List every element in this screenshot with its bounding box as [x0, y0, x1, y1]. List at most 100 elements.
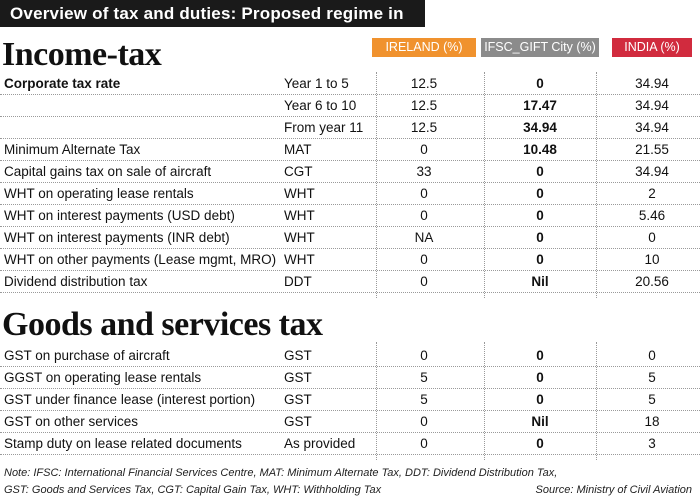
cell-ifsc: 0 — [536, 208, 544, 223]
footnote-line-1: Note: IFSC: International Financial Serv… — [4, 467, 558, 479]
gst-heading: Goods and services tax — [2, 306, 323, 343]
row-label: GST on purchase of aircraft — [4, 348, 170, 363]
page-title: Overview of tax and duties: Proposed reg… — [0, 0, 425, 50]
cell-ireland: 0 — [420, 208, 428, 223]
cell-india: 0 — [648, 230, 656, 245]
row-code: From year 11 — [284, 120, 364, 135]
row-label: GST under finance lease (interest portio… — [4, 392, 256, 407]
table-row: Year 6 to 10 12.5 17.47 34.94 — [0, 95, 700, 117]
cell-ireland: 12.5 — [410, 98, 438, 113]
table-row: GGST on operating lease rentals GST 5 0 5 — [0, 367, 700, 389]
row-code: WHT — [284, 208, 315, 223]
cell-india: 3 — [648, 436, 656, 451]
cell-india: 5 — [648, 392, 656, 407]
row-code: As provided — [284, 436, 356, 451]
cell-ireland: 5 — [420, 370, 428, 385]
table-row: GST on other services GST 0 Nil 18 — [0, 411, 700, 433]
cell-india: 34.94 — [635, 98, 669, 113]
row-label: GST on other services — [4, 414, 139, 429]
cell-india: 5.46 — [638, 208, 666, 223]
column-header-ifsc: IFSC_GIFT City (%) — [481, 38, 599, 57]
cell-india: 34.94 — [635, 76, 669, 91]
cell-india: 34.94 — [635, 164, 669, 179]
cell-ifsc: 0 — [536, 436, 544, 451]
column-divider — [376, 72, 377, 298]
column-divider — [596, 342, 597, 460]
footnote-line-2: GST: Goods and Services Tax, CGT: Capita… — [4, 484, 382, 496]
row-code: DDT — [284, 274, 312, 289]
cell-ireland: 0 — [420, 186, 428, 201]
table-row: GST on purchase of aircraft GST 0 0 0 — [0, 345, 700, 367]
cell-india: 18 — [644, 414, 660, 429]
row-code: WHT — [284, 186, 315, 201]
cell-ireland: 0 — [420, 436, 428, 451]
cell-ifsc: 0 — [536, 392, 544, 407]
row-code: Year 1 to 5 — [284, 76, 349, 91]
cell-ireland: 0 — [420, 142, 428, 157]
table-row: From year 11 12.5 34.94 34.94 — [0, 117, 700, 139]
cell-india: 2 — [648, 186, 656, 201]
cell-ifsc: 10.48 — [523, 142, 557, 157]
row-code: GST — [284, 370, 312, 385]
column-divider — [484, 342, 485, 460]
row-label: Minimum Alternate Tax — [4, 142, 141, 157]
table-row: Corporate tax rate Year 1 to 5 12.5 0 34.94 — [0, 73, 700, 95]
cell-ifsc: 0 — [536, 230, 544, 245]
cell-ifsc: Nil — [531, 274, 549, 289]
table-row: WHT on interest payments (USD debt) WHT 0 0… — [0, 205, 700, 227]
row-label: Dividend distribution tax — [4, 274, 148, 289]
cell-india: 20.56 — [635, 274, 669, 289]
cell-ireland: 5 — [420, 392, 428, 407]
table-row: Dividend distribution tax DDT 0 Nil 20.56 — [0, 271, 700, 293]
table-row: Minimum Alternate Tax MAT 0 10.48 21.55 — [0, 139, 700, 161]
table-row: WHT on operating lease rentals WHT 0 0 2 — [0, 183, 700, 205]
table-row: WHT on interest payments (INR debt) WHT NA… — [0, 227, 700, 249]
cell-ifsc: 0 — [536, 164, 544, 179]
cell-ifsc: 0 — [536, 186, 544, 201]
cell-ireland: 33 — [416, 164, 432, 179]
row-code: GST — [284, 348, 312, 363]
table-row: Stamp duty on lease related documents As … — [0, 433, 700, 455]
cell-ireland: 12.5 — [410, 120, 438, 135]
income-tax-heading: Income-tax — [2, 36, 162, 73]
cell-india: 21.55 — [635, 142, 669, 157]
cell-india: 5 — [648, 370, 656, 385]
cell-ifsc: 0 — [536, 348, 544, 363]
cell-ireland: 12.5 — [410, 76, 438, 91]
row-label: WHT on other payments (Lease mgmt, MRO) — [4, 252, 277, 267]
row-code: GST — [284, 392, 312, 407]
cell-ifsc: 17.47 — [523, 98, 557, 113]
row-label: WHT on interest payments (INR debt) — [4, 230, 230, 245]
column-divider — [376, 342, 377, 460]
row-code: CGT — [284, 164, 313, 179]
row-code: WHT — [284, 252, 315, 267]
row-label: Corporate tax rate — [4, 76, 121, 91]
cell-india: 10 — [644, 252, 660, 267]
cell-ireland: 0 — [420, 252, 428, 267]
cell-ifsc: 34.94 — [523, 120, 557, 135]
cell-ireland: 0 — [420, 274, 428, 289]
row-code: Year 6 to 10 — [284, 98, 357, 113]
cell-india: 0 — [648, 348, 656, 363]
table-row: WHT on other payments (Lease mgmt, MRO) W… — [0, 249, 700, 271]
column-divider — [484, 72, 485, 298]
column-header-ireland: IRELAND (%) — [372, 38, 476, 57]
row-label: WHT on operating lease rentals — [4, 186, 194, 201]
table-row: GST under finance lease (interest portio… — [0, 389, 700, 411]
cell-ifsc: 0 — [536, 370, 544, 385]
column-divider — [596, 72, 597, 298]
cell-ifsc: Nil — [531, 414, 549, 429]
row-code: MAT — [284, 142, 312, 157]
cell-ireland: 0 — [420, 414, 428, 429]
cell-india: 34.94 — [635, 120, 669, 135]
row-label: Stamp duty on lease related documents — [4, 436, 242, 451]
table-row: Capital gains tax on sale of aircraft CGT… — [0, 161, 700, 183]
row-label: WHT on interest payments (USD debt) — [4, 208, 235, 223]
cell-ireland: NA — [414, 230, 434, 245]
column-header-india: INDIA (%) — [612, 38, 692, 57]
row-code: WHT — [284, 230, 315, 245]
row-label: Capital gains tax on sale of aircraft — [4, 164, 212, 179]
cell-ireland: 0 — [420, 348, 428, 363]
cell-ifsc: 0 — [536, 252, 544, 267]
source-credit: Source: Ministry of Civil Aviation — [535, 484, 693, 496]
